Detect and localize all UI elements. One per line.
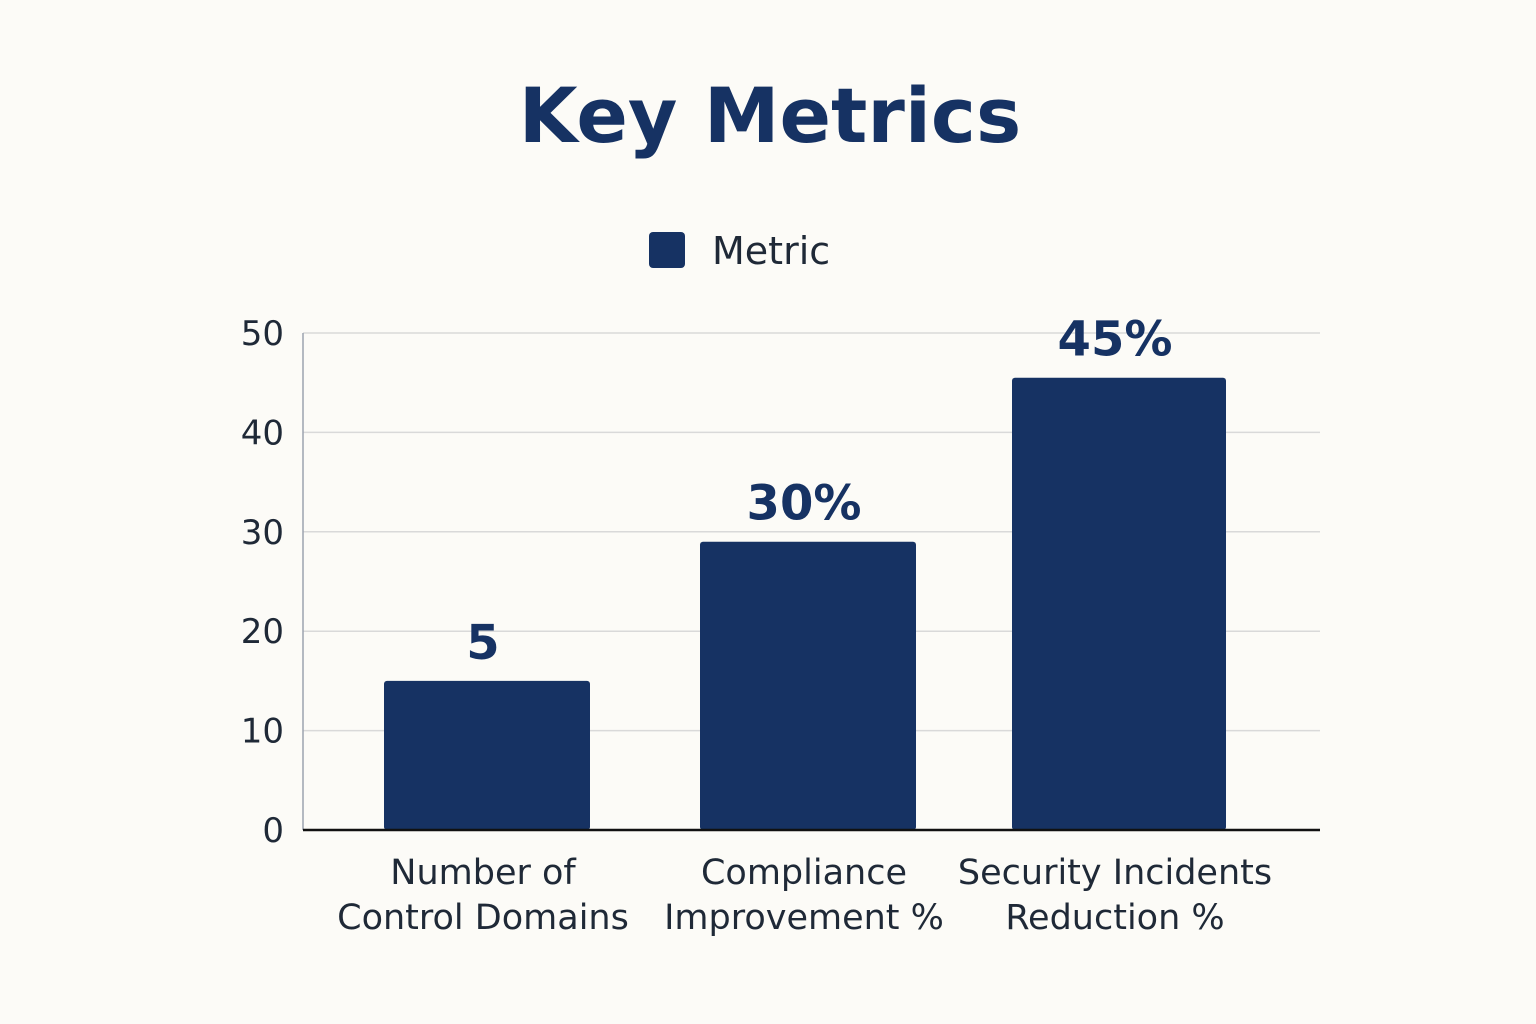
legend-swatch [649, 232, 685, 268]
x-category-label: Control Domains [337, 898, 629, 938]
bars [384, 377, 1226, 830]
legend: Metric [649, 229, 830, 273]
y-tick-label: 10 [241, 712, 284, 752]
bar [1012, 377, 1226, 830]
x-category-label: Security Incidents [958, 853, 1272, 893]
y-tick-label: 30 [241, 513, 284, 553]
legend-label: Metric [712, 229, 830, 273]
y-tick-label: 50 [241, 314, 284, 354]
bar [700, 541, 916, 830]
bar-data-label: 45% [1058, 312, 1173, 368]
y-tick-label: 40 [241, 413, 284, 453]
y-tick-label: 0 [262, 811, 284, 851]
bar-data-label: 30% [747, 476, 862, 532]
y-axis-ticks: 0 10 20 30 40 50 [241, 314, 284, 851]
x-category-label: Reduction % [1005, 898, 1224, 938]
x-category-label: Compliance [701, 853, 907, 893]
x-category-label: Number of [390, 853, 576, 893]
chart-title: Key Metrics [519, 71, 1021, 160]
bar [384, 680, 590, 830]
data-labels: 5 30% 45% [466, 312, 1172, 671]
y-tick-label: 20 [241, 612, 284, 652]
bar-data-label: 5 [466, 615, 499, 671]
x-axis-categories: Number of Control Domains Compliance Improv… [337, 853, 1272, 938]
x-category-label: Improvement % [664, 898, 944, 938]
